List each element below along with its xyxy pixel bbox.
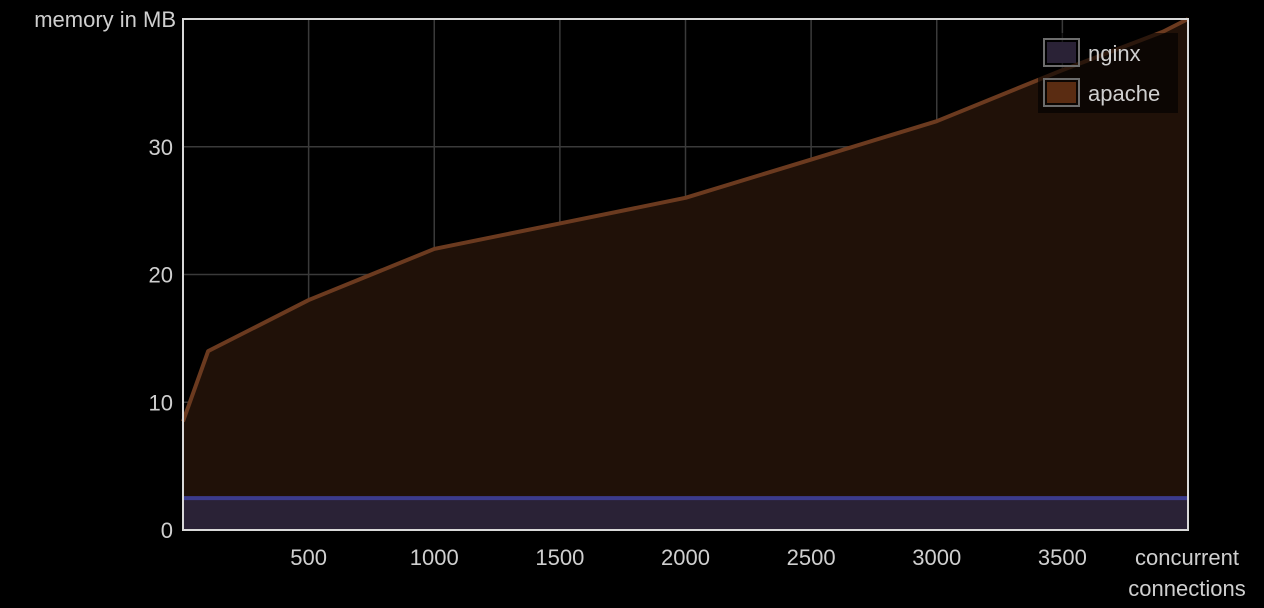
series-areas (181, 17, 1189, 530)
x-axis-label-line-1: concurrent (1135, 545, 1239, 570)
x-tick-label-5: 3000 (912, 545, 961, 570)
y-axis-label: memory in MB (34, 7, 176, 32)
y-tick-label-1: 10 (149, 390, 173, 415)
x-tick-label-3: 2000 (661, 545, 710, 570)
y-tick-label-3: 30 (149, 135, 173, 160)
x-axis-ticks: 500 1000 1500 2000 2500 3000 3500 (290, 545, 1087, 570)
legend-swatch-border-nginx (1043, 38, 1080, 67)
y-tick-label-0: 0 (161, 518, 173, 543)
x-axis-label-line-2: connections (1128, 576, 1245, 601)
plot-frame (182, 18, 1189, 531)
y-axis-ticks: 0 10 20 30 (149, 135, 173, 543)
series-area-apache (183, 19, 1188, 530)
x-tick-label-0: 500 (290, 545, 327, 570)
x-tick-label-4: 2500 (787, 545, 836, 570)
legend-swatch-apache (1047, 82, 1076, 103)
legend-swatch-nginx (1047, 42, 1076, 63)
x-tick-label-2: 1500 (535, 545, 584, 570)
x-tick-label-1: 1000 (410, 545, 459, 570)
legend: nginx apache (1038, 33, 1178, 113)
y-tick-label-2: 20 (149, 263, 173, 288)
series-area-nginx (183, 498, 1188, 530)
legend-label-apache: apache (1088, 81, 1160, 106)
legend-label-nginx: nginx (1088, 41, 1141, 66)
x-tick-label-6: 3500 (1038, 545, 1087, 570)
legend-swatch-border-apache (1043, 78, 1080, 107)
